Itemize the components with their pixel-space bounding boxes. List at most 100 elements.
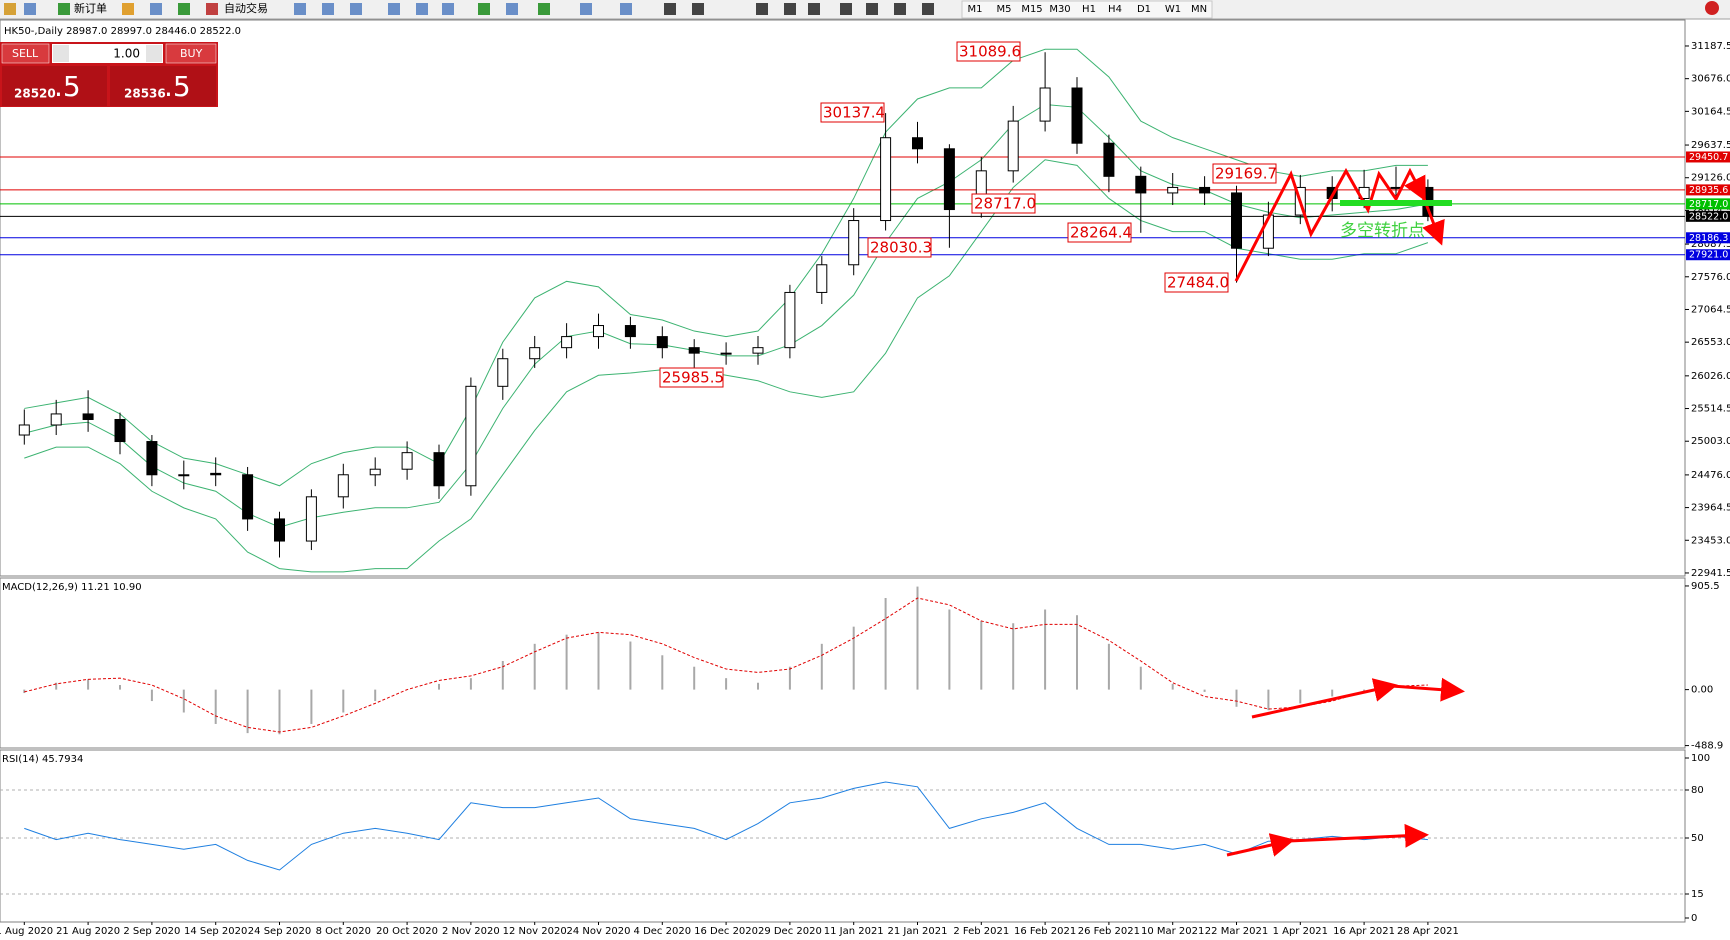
price-annotation: 31089.6 xyxy=(959,43,1021,61)
sell-label[interactable]: SELL xyxy=(12,47,39,60)
macd-signal xyxy=(24,597,1428,733)
timeframe-button[interactable]: W1 xyxy=(1165,4,1181,15)
y-tick-label: 25514.5 xyxy=(1691,404,1730,415)
y-tick-label: -488.9 xyxy=(1691,741,1723,752)
y-tick-label: 23964.5 xyxy=(1691,503,1730,514)
price-annotation-box xyxy=(956,41,1021,62)
timeframe-button[interactable]: MN xyxy=(1191,4,1207,15)
x-tick-label: 2 Sep 2020 xyxy=(123,926,180,937)
timeframe-button[interactable]: H1 xyxy=(1082,4,1096,15)
rsi-line xyxy=(24,781,1428,871)
candle-body xyxy=(369,468,381,476)
timeframe-button[interactable]: M15 xyxy=(1021,4,1042,15)
candle-body xyxy=(816,264,828,293)
price-level-tag xyxy=(1686,232,1730,244)
candle-body xyxy=(465,385,477,487)
price-level-label: 27921.0 xyxy=(1689,250,1728,261)
x-tick-label: 10 Mar 2021 xyxy=(1141,926,1204,937)
x-tick-label: 2 Feb 2021 xyxy=(953,926,1009,937)
candle-body xyxy=(1199,186,1211,194)
candle-body xyxy=(433,452,445,487)
one-click-trading: SELL 1.00 BUY 28520 .5 28536 .5 xyxy=(0,42,218,107)
price-level-tag xyxy=(1686,151,1730,163)
candle-body xyxy=(848,220,860,266)
candle-body xyxy=(1039,87,1051,122)
timeframe-button[interactable]: M5 xyxy=(997,4,1012,15)
price-annotation-box xyxy=(659,367,724,388)
y-tick-label: 23453.0 xyxy=(1691,535,1730,546)
y-tick-label: 28087.5 xyxy=(1691,239,1730,250)
x-tick-label: 21 Jan 2021 xyxy=(888,926,948,937)
candle-body xyxy=(242,474,254,520)
x-tick-label: 20 Oct 2020 xyxy=(376,926,438,937)
y-tick-label: 30676.0 xyxy=(1691,74,1730,85)
candle-body xyxy=(82,413,94,420)
timeframe-bar xyxy=(961,0,1213,19)
drawn-arrows xyxy=(1226,167,1465,857)
candle-body xyxy=(1103,142,1115,177)
price-level-tag xyxy=(1686,184,1730,196)
buy-label[interactable]: BUY xyxy=(180,47,203,60)
x-tick-label: 29 Dec 2020 xyxy=(758,926,822,937)
y-tick-label: 29126.0 xyxy=(1691,173,1730,184)
buy-price: 28536 xyxy=(124,87,166,101)
candle-body xyxy=(561,336,573,349)
y-tick-label: 80 xyxy=(1691,785,1704,796)
candle-body xyxy=(1167,186,1179,194)
x-tick-label: 16 Dec 2020 xyxy=(694,926,758,937)
timeframe-button[interactable]: M1 xyxy=(968,4,983,15)
y-tick-label: 31187.5 xyxy=(1691,41,1730,52)
candle-body xyxy=(720,352,732,355)
buy-button[interactable] xyxy=(165,43,217,64)
candle-body xyxy=(752,347,764,354)
price-annotation-box xyxy=(1164,272,1229,293)
lots-value[interactable]: 1.00 xyxy=(113,47,140,61)
y-tick-label: 30164.5 xyxy=(1691,106,1730,117)
timeframe-button[interactable]: D1 xyxy=(1137,4,1151,15)
candle-body xyxy=(656,336,668,349)
candle-body xyxy=(1390,186,1402,189)
timeframe-button[interactable]: H4 xyxy=(1108,4,1122,15)
price-annotation-box xyxy=(867,237,932,258)
x-tick-label: 1 Aug 2020 xyxy=(0,926,53,937)
price-annotation: 28264.4 xyxy=(1070,224,1132,242)
x-tick-label: 14 Sep 2020 xyxy=(184,926,247,937)
candle-body xyxy=(50,413,62,426)
y-tick-label: 100 xyxy=(1691,753,1710,764)
candle-body xyxy=(1231,192,1242,249)
new-order-button[interactable]: 新订单 xyxy=(74,1,107,15)
timeframe-button[interactable]: M30 xyxy=(1049,4,1070,15)
auto-trading-button[interactable]: 自动交易 xyxy=(224,1,268,15)
lots-field[interactable] xyxy=(52,44,163,63)
price-level-label: 28935.6 xyxy=(1689,185,1728,196)
chart-title: HK50-,Daily 28987.0 28997.0 28446.0 2852… xyxy=(4,26,241,37)
sell-button[interactable] xyxy=(1,43,50,64)
price-annotation: 25985.5 xyxy=(662,369,724,387)
plot-layer: 31187.530676.030164.529637.529126.028614… xyxy=(0,41,1730,937)
y-tick-label: 0 xyxy=(1691,913,1697,924)
y-tick-label: 26553.0 xyxy=(1691,337,1730,348)
y-tick-label: 24476.0 xyxy=(1691,470,1730,481)
candle-body xyxy=(146,441,158,476)
sell-price: 28520 xyxy=(14,87,56,101)
y-tick-label: 27576.0 xyxy=(1691,272,1730,283)
sell-price-box[interactable] xyxy=(2,66,107,106)
rsi-panel xyxy=(0,749,1686,923)
candle-body xyxy=(912,137,923,150)
x-tick-label: 1 Apr 2021 xyxy=(1273,926,1328,937)
price-level-label: 29450.7 xyxy=(1689,152,1728,163)
pivot-callout: 多空转折点 xyxy=(1340,221,1425,241)
price-annotation: 27484.0 xyxy=(1167,274,1229,292)
buy-price-box[interactable] xyxy=(110,66,216,106)
candle-body xyxy=(943,148,955,211)
bollinger-lower xyxy=(24,159,1429,573)
candle-body xyxy=(274,518,285,542)
x-tick-label: 8 Oct 2020 xyxy=(316,926,371,937)
x-tick-label: 16 Feb 2021 xyxy=(1014,926,1076,937)
y-tick-label: 0.00 xyxy=(1691,685,1713,696)
x-tick-label: 24 Nov 2020 xyxy=(566,926,630,937)
price-annotation-box xyxy=(1067,222,1132,243)
x-tick-label: 11 Jan 2021 xyxy=(824,926,884,937)
x-tick-label: 24 Sep 2020 xyxy=(248,926,311,937)
bollinger-upper xyxy=(24,48,1428,487)
